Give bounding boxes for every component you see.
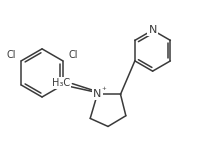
Text: Cl: Cl <box>68 50 78 60</box>
Text: H₃C: H₃C <box>52 78 70 88</box>
Text: N: N <box>93 89 102 99</box>
Text: ⁺: ⁺ <box>102 86 107 95</box>
Text: N: N <box>148 25 157 35</box>
Text: Cl: Cl <box>6 50 16 60</box>
